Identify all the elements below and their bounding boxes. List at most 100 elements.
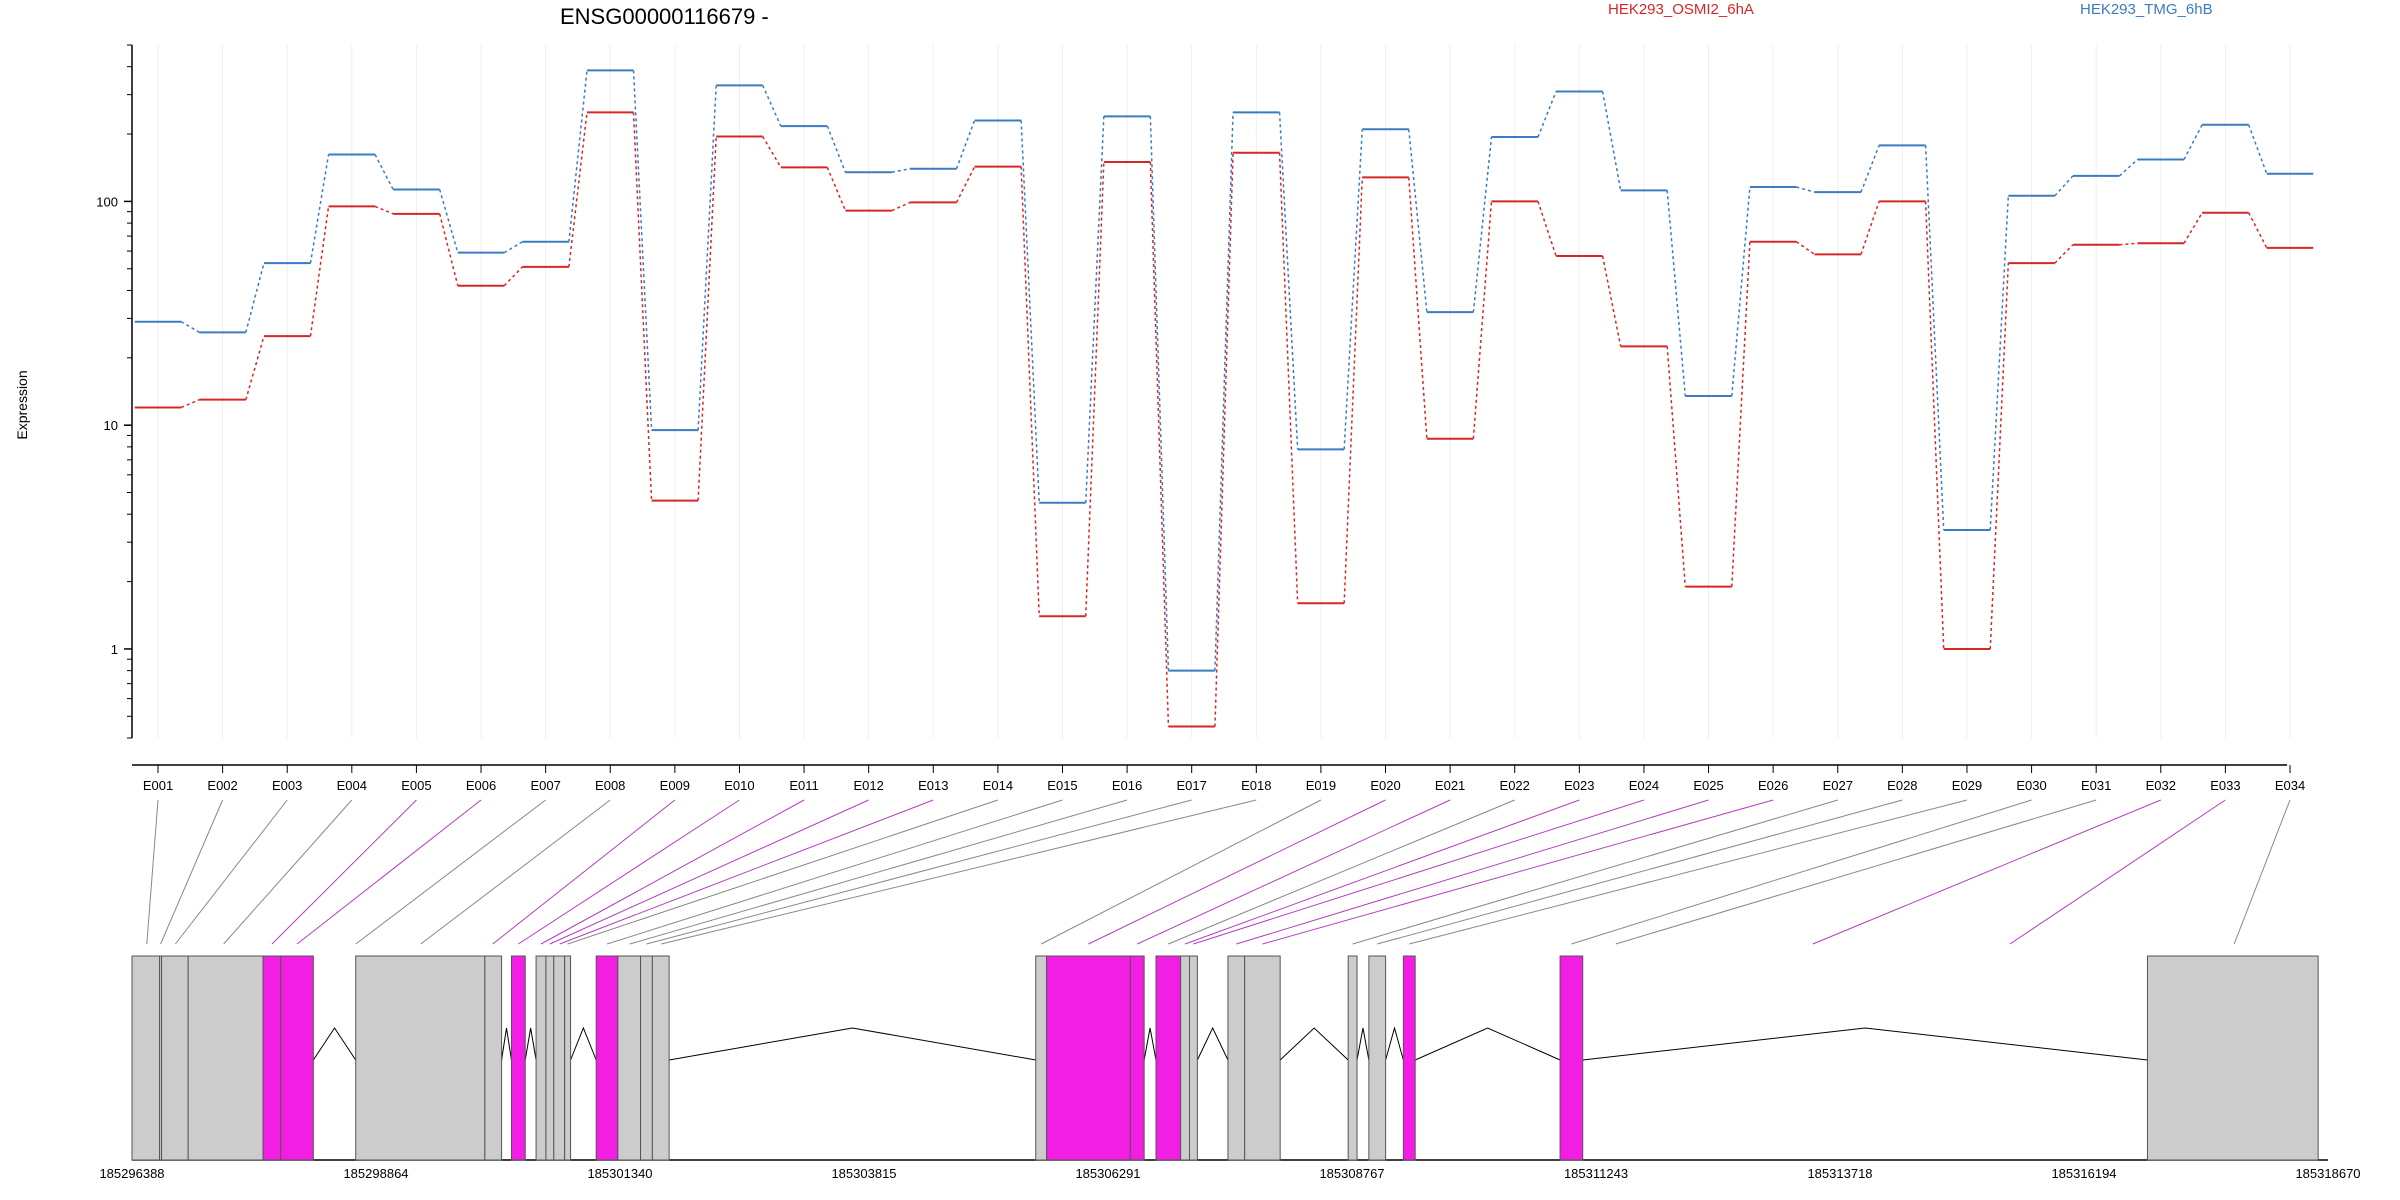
x-tick-label: E009 bbox=[660, 778, 690, 793]
exon-bin-block bbox=[1402, 955, 1416, 1161]
x-tick-label: E028 bbox=[1887, 778, 1917, 793]
genomic-position-label: 185316194 bbox=[2051, 1166, 2116, 1181]
bin-mapping-line bbox=[146, 799, 159, 945]
series-connector bbox=[1924, 201, 1945, 649]
series-connector bbox=[891, 201, 911, 212]
bin-mapping-line bbox=[540, 799, 805, 945]
series-lines bbox=[134, 69, 2314, 728]
bin-mapping-line bbox=[271, 799, 417, 945]
intron-connector bbox=[524, 1027, 537, 1061]
bin-mapping-line bbox=[492, 799, 676, 945]
series-connector bbox=[1084, 116, 1105, 503]
series-connector bbox=[2183, 124, 2203, 160]
chart-title: ENSG00000116679 - bbox=[560, 4, 769, 29]
intron-connector bbox=[1385, 1026, 1404, 1061]
intron-connector bbox=[1143, 1027, 1157, 1061]
series-connector bbox=[180, 321, 200, 333]
series-connector bbox=[1020, 120, 1040, 503]
genomic-position-label: 185296388 bbox=[99, 1166, 164, 1181]
intron-connector bbox=[669, 1027, 1036, 1061]
exon-bin-block bbox=[617, 955, 642, 1161]
series-connector bbox=[1472, 201, 1493, 439]
series-connector bbox=[245, 335, 265, 400]
exon-bin-block bbox=[1155, 955, 1182, 1161]
series-connector bbox=[1537, 91, 1557, 138]
intron-connector bbox=[1279, 1027, 1349, 1061]
series-connector bbox=[438, 189, 459, 253]
intron-connector bbox=[1356, 1027, 1370, 1061]
series-connector bbox=[826, 125, 847, 173]
bin-mapping-line bbox=[223, 799, 353, 945]
exon-bin-block bbox=[553, 955, 566, 1161]
series-connector bbox=[1666, 346, 1687, 587]
x-tick-label: E008 bbox=[595, 778, 625, 793]
bin-mapping-line bbox=[1812, 799, 2161, 945]
bin-mapping-line bbox=[1236, 799, 1709, 945]
series-connector bbox=[2247, 124, 2268, 174]
bin-to-gene-mapping-lines bbox=[146, 799, 2291, 945]
exon-bin-block bbox=[484, 955, 503, 1161]
exon-bin-block bbox=[1046, 955, 1131, 1161]
vertical-gridlines bbox=[157, 45, 2291, 738]
x-tick-label: E016 bbox=[1112, 778, 1142, 793]
axes bbox=[131, 45, 2287, 766]
series-connector bbox=[568, 70, 588, 242]
exon-bin-block bbox=[1035, 955, 1048, 1161]
bin-mapping-line bbox=[1571, 799, 2032, 945]
intron-connector bbox=[1414, 1027, 1561, 1061]
genomic-coordinate-labels: 185296388 185298864 185301340 185303815 1853… bbox=[99, 1166, 2360, 1181]
bin-mapping-line bbox=[1352, 799, 1838, 945]
genomic-position-label: 185318670 bbox=[2295, 1166, 2360, 1181]
exon-bin-block bbox=[1559, 955, 1584, 1161]
series-connector bbox=[503, 241, 523, 254]
bin-mapping-line bbox=[646, 799, 1192, 945]
exon-bin-block bbox=[564, 955, 572, 1161]
series-connector bbox=[309, 154, 330, 264]
series-connector bbox=[1278, 152, 1299, 604]
series-connector bbox=[2119, 242, 2138, 246]
legend-series-2: HEK293_TMG_6hB bbox=[2080, 1, 2213, 18]
exon-bin-block bbox=[1244, 955, 1281, 1161]
y-tick-label: 1 bbox=[111, 642, 118, 657]
x-tick-label: E034 bbox=[2275, 778, 2305, 793]
series-connector bbox=[955, 166, 976, 203]
series-1 bbox=[134, 111, 2314, 728]
x-tick-label: E029 bbox=[1952, 778, 1982, 793]
x-tick-label: E003 bbox=[272, 778, 302, 793]
series-connector bbox=[1731, 186, 1751, 397]
bin-mapping-line bbox=[1184, 799, 1580, 945]
series-connector bbox=[1408, 129, 1428, 313]
series-connector bbox=[180, 398, 200, 409]
series-connector bbox=[1924, 145, 1945, 531]
bin-mapping-line bbox=[606, 799, 1063, 945]
bin-mapping-line bbox=[1168, 799, 1515, 945]
y-tick-label: 100 bbox=[96, 194, 118, 209]
x-tick-label: E010 bbox=[724, 778, 754, 793]
exon-bin-block bbox=[1347, 955, 1358, 1161]
series-connector bbox=[374, 205, 394, 215]
series-connector bbox=[1989, 195, 2010, 531]
exon-bin-block bbox=[161, 955, 189, 1161]
series-connector bbox=[697, 136, 717, 501]
series-connector bbox=[1214, 112, 1234, 671]
bin-mapping-line bbox=[296, 799, 482, 945]
y-axis-label: Expression bbox=[14, 370, 30, 439]
x-tick-label: E014 bbox=[983, 778, 1013, 793]
series-connector bbox=[1149, 161, 1170, 727]
x-tick-label: E020 bbox=[1370, 778, 1400, 793]
intron-connector bbox=[312, 1027, 357, 1061]
series-connector bbox=[374, 154, 394, 190]
series-connector bbox=[1989, 263, 2010, 649]
series-connector bbox=[568, 112, 588, 267]
bin-mapping-line bbox=[1377, 799, 1903, 945]
bin-mapping-line bbox=[355, 799, 546, 945]
series-connector bbox=[2118, 158, 2139, 177]
series-2 bbox=[134, 69, 2314, 672]
bin-mapping-line bbox=[2233, 799, 2291, 945]
bin-mapping-line bbox=[661, 799, 1257, 945]
bin-mapping-line bbox=[1409, 799, 1968, 945]
series-connector bbox=[1537, 201, 1557, 257]
genomic-position-label: 185308767 bbox=[1319, 1166, 1384, 1181]
series-connector bbox=[891, 167, 911, 173]
